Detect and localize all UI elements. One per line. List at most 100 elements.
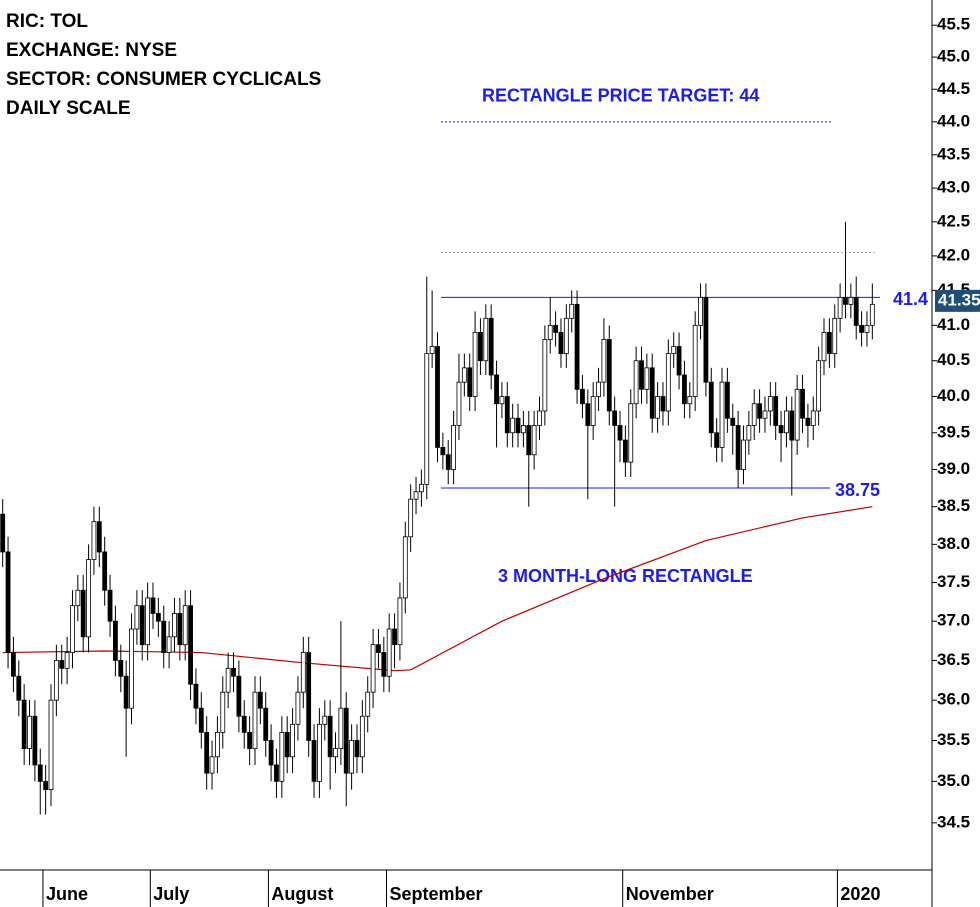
candle-body <box>247 731 253 750</box>
candle-body <box>231 667 236 677</box>
candle-body <box>869 303 875 326</box>
candle-body <box>0 513 6 553</box>
candle-body <box>177 613 183 646</box>
candle-body <box>445 454 451 470</box>
candle-body <box>96 521 102 553</box>
candle-body <box>676 346 682 376</box>
candle-body <box>209 756 215 774</box>
y-tick-label: 40.5 <box>937 350 970 369</box>
candle-body <box>665 353 671 412</box>
candle-body <box>225 667 231 693</box>
candle-body <box>547 324 553 340</box>
candle-body <box>671 346 677 355</box>
candle-body <box>515 417 521 434</box>
candle-body <box>784 410 789 434</box>
candle-body <box>488 317 494 376</box>
y-tick-label: 45.0 <box>937 47 970 66</box>
candle-body <box>735 425 741 470</box>
candle-body <box>542 339 548 412</box>
candle-body <box>102 551 108 591</box>
candle-body <box>789 410 795 441</box>
candle-body <box>692 324 698 397</box>
level-label: 38.75 <box>835 480 880 500</box>
candle-body <box>451 425 457 470</box>
candle-body <box>279 731 285 782</box>
candle-body <box>402 536 408 599</box>
candle-body <box>440 447 446 456</box>
candle-body <box>263 707 269 741</box>
candle-body <box>563 317 569 355</box>
candle-body <box>155 613 161 622</box>
candle-body <box>172 613 177 638</box>
candle-body <box>703 296 709 383</box>
y-tick-label: 34.5 <box>937 812 970 831</box>
y-tick-label: 41.0 <box>937 315 970 334</box>
candle-body <box>193 683 199 709</box>
candle-body <box>429 346 435 355</box>
y-tick-label: 40.0 <box>937 386 970 405</box>
candle-body <box>805 417 811 426</box>
candle-body <box>510 417 516 434</box>
candle-body <box>837 296 843 319</box>
candle-body <box>59 660 65 669</box>
y-tick-label: 44.5 <box>937 79 970 98</box>
candle-body <box>397 597 403 646</box>
candle-body <box>257 691 263 709</box>
candle-body <box>290 723 295 758</box>
candle-body <box>719 381 725 448</box>
candle-body <box>708 381 714 434</box>
candle-body <box>215 731 220 758</box>
candle-body <box>327 715 333 758</box>
candle-body <box>150 597 156 614</box>
candle-body <box>639 360 644 390</box>
y-tick-label: 43.0 <box>937 178 970 197</box>
candle-body <box>32 715 38 766</box>
candle-body <box>424 353 430 485</box>
candle-body <box>596 381 601 397</box>
candle-body <box>349 740 355 774</box>
candle-body <box>236 675 242 717</box>
candle-body <box>504 396 510 434</box>
candle-body <box>306 652 312 741</box>
candle-body <box>435 346 440 448</box>
candle-body <box>617 425 623 441</box>
candle-body <box>821 331 827 362</box>
candle-body <box>472 331 478 397</box>
candle-body <box>354 740 360 758</box>
y-tick-label: 35.5 <box>937 730 970 749</box>
candle-body <box>5 551 11 653</box>
candle-body <box>741 439 746 470</box>
candle-body <box>520 425 526 434</box>
candle-body <box>204 731 210 774</box>
candle-body <box>580 388 585 405</box>
candle-body <box>268 740 274 766</box>
y-tick-label: 43.5 <box>937 144 970 163</box>
candle-body <box>134 605 140 630</box>
header-line: DAILY SCALE <box>6 98 131 119</box>
header-line: SECTOR: CONSUMER CYCLICALS <box>6 69 321 90</box>
candle-body <box>21 699 27 750</box>
y-tick-label: 39.5 <box>937 422 970 441</box>
candle-body <box>746 425 752 441</box>
candle-body <box>558 331 564 355</box>
candle-body <box>826 331 832 355</box>
y-tick-label: 45.5 <box>937 15 970 34</box>
candle-body <box>392 628 397 646</box>
candle-body <box>188 605 193 685</box>
candle-body <box>198 707 204 733</box>
pattern-label: 3 MONTH-LONG RECTANGLE <box>498 566 753 586</box>
candle-body <box>166 636 172 653</box>
candle-body <box>370 644 376 693</box>
candle-body <box>37 764 43 782</box>
candle-body <box>413 491 419 500</box>
candle-body <box>338 707 344 750</box>
candle-body <box>118 660 124 677</box>
candle-body <box>494 374 499 405</box>
candle-body <box>252 691 258 750</box>
y-tick-label: 37.0 <box>937 611 970 630</box>
candle-body <box>48 699 54 791</box>
candle-body <box>569 303 575 319</box>
candle-body <box>220 691 226 733</box>
candle-body <box>606 339 612 412</box>
candle-body <box>644 367 650 390</box>
